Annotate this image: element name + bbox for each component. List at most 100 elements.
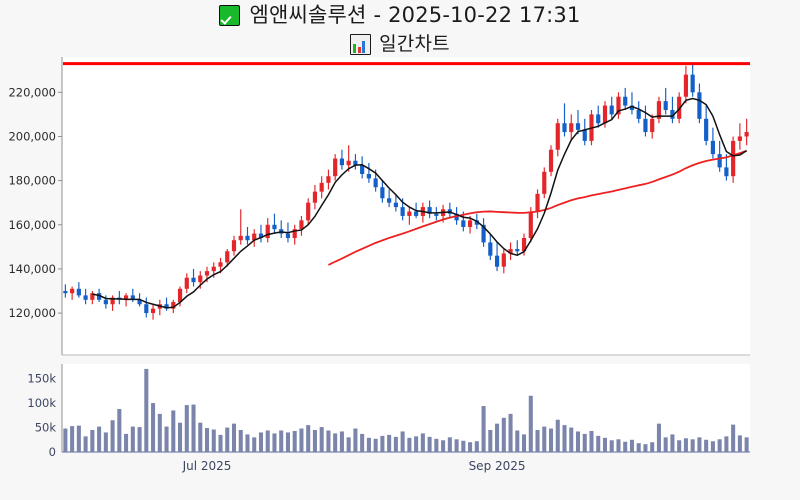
candle-body xyxy=(353,160,358,166)
volume-bar xyxy=(535,430,540,452)
candle-body xyxy=(144,304,149,314)
candle-body xyxy=(420,207,425,216)
candle-body xyxy=(407,211,412,216)
candle-body xyxy=(481,224,486,243)
price-axis: 120,000 140,000 160,000 180,000 200,000 220,0… xyxy=(8,85,62,320)
volume-bar xyxy=(407,437,412,452)
candle-body xyxy=(319,182,324,192)
volume-bar xyxy=(279,430,284,452)
volume-bar xyxy=(218,434,223,452)
candle-body xyxy=(501,253,506,267)
volume-bar xyxy=(387,434,392,452)
volume-bar xyxy=(427,436,432,452)
volume-bar xyxy=(704,439,709,452)
candle-body xyxy=(710,140,715,155)
candle-body xyxy=(515,249,520,252)
volume-bar xyxy=(312,430,317,452)
candle-body xyxy=(488,242,493,256)
volume-bar xyxy=(76,425,81,452)
candle-body xyxy=(744,132,749,137)
ma-short-line xyxy=(92,97,748,309)
volume-bar xyxy=(582,433,587,452)
candle-body xyxy=(400,207,405,216)
candle-body xyxy=(704,118,709,141)
volume-bar xyxy=(360,433,365,452)
volume-bar xyxy=(508,413,513,452)
volume-bar xyxy=(191,404,196,452)
candlestick-series xyxy=(63,63,749,320)
volume-bar xyxy=(677,440,682,452)
candle-body xyxy=(569,123,574,133)
candle-body xyxy=(656,101,662,119)
candle-body xyxy=(83,295,88,300)
volume-bar xyxy=(522,434,527,452)
price-axis-tick: 200,000 xyxy=(8,129,56,143)
volume-bar xyxy=(90,430,95,452)
price-axis-tick: 140,000 xyxy=(8,262,56,276)
candle-body xyxy=(494,255,500,267)
price-axis-tick: 220,000 xyxy=(8,85,56,99)
subtitle-row: 일간차트 xyxy=(350,31,450,58)
candle-body xyxy=(137,299,142,305)
candle-body xyxy=(279,229,284,234)
candle-body xyxy=(225,251,230,263)
price-panel xyxy=(62,57,750,355)
candle-body xyxy=(427,207,432,214)
volume-bar xyxy=(393,436,398,452)
volume-bar xyxy=(744,437,749,452)
volume-bar xyxy=(117,408,122,452)
candle-body xyxy=(461,220,466,227)
x-axis: Jul 2025 Sep 2025 xyxy=(182,459,526,473)
candle-body xyxy=(521,238,527,252)
volume-bar xyxy=(515,430,520,452)
volume-bar xyxy=(211,429,216,452)
volume-bar xyxy=(144,368,149,452)
candle-body xyxy=(339,158,345,166)
candle-body xyxy=(373,178,378,188)
volume-bar xyxy=(636,443,641,452)
volume-bar xyxy=(434,438,439,452)
volume-bar xyxy=(164,426,169,452)
check-icon xyxy=(219,5,241,26)
volume-bar xyxy=(204,428,210,452)
candle-body xyxy=(306,202,311,221)
candle-body xyxy=(387,198,392,203)
candle-body xyxy=(535,193,540,212)
volume-bar xyxy=(589,430,594,452)
volume-bar xyxy=(353,428,358,452)
candle-body xyxy=(683,74,689,97)
candle-body xyxy=(198,275,203,283)
candle-body xyxy=(326,176,331,183)
volume-bar xyxy=(306,425,311,452)
candle-body xyxy=(103,299,108,305)
candle-body xyxy=(636,109,641,119)
volume-bar xyxy=(690,439,695,452)
candle-body xyxy=(474,220,479,225)
candle-body xyxy=(609,105,614,115)
volume-bar xyxy=(103,432,108,452)
volume-bar xyxy=(319,427,324,452)
candle-body xyxy=(629,105,635,110)
candle-body xyxy=(360,165,365,174)
volume-bar xyxy=(285,432,290,452)
candle-body xyxy=(731,140,736,177)
volume-bar xyxy=(373,438,378,452)
candle-body xyxy=(690,74,695,93)
volume-bar xyxy=(663,437,668,452)
volume-axis-tick: 100k xyxy=(27,396,56,410)
volume-bar xyxy=(656,423,661,452)
volume-bar xyxy=(333,433,338,452)
x-axis-tick: Sep 2025 xyxy=(469,459,526,473)
volume-bar xyxy=(400,431,405,452)
volume-bar xyxy=(562,425,567,452)
volume-bar xyxy=(157,413,162,452)
candle-body xyxy=(508,249,513,254)
price-axis-tick: 160,000 xyxy=(8,218,56,232)
volume-bar xyxy=(575,431,581,452)
volume-bar xyxy=(258,432,264,452)
candle-body xyxy=(97,293,102,300)
candle-body xyxy=(110,297,115,305)
volume-bar xyxy=(555,419,560,452)
